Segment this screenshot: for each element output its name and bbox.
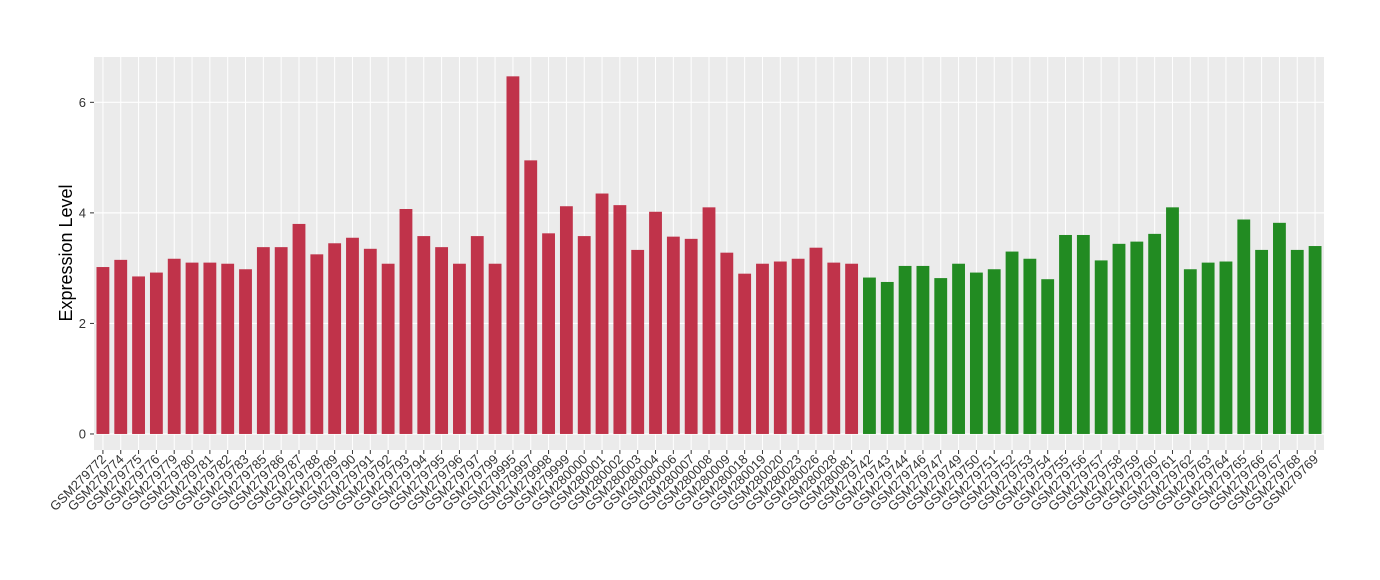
bar	[631, 249, 645, 434]
bar	[506, 76, 520, 434]
bar	[1041, 279, 1055, 434]
bar	[595, 193, 609, 434]
bar	[827, 262, 841, 434]
bar	[114, 259, 128, 434]
bar	[185, 262, 199, 434]
bar	[274, 247, 288, 434]
bar	[1094, 260, 1108, 434]
bar	[203, 262, 217, 434]
bar	[1273, 222, 1286, 434]
bar	[346, 237, 359, 434]
bar	[239, 269, 252, 434]
bar	[310, 254, 324, 434]
bar	[149, 272, 163, 434]
bar	[256, 247, 270, 434]
bar	[1308, 246, 1322, 434]
bar	[132, 276, 145, 434]
bar	[613, 205, 627, 434]
bar	[1130, 241, 1144, 434]
bar	[577, 236, 591, 434]
bar	[417, 236, 431, 434]
bar	[435, 247, 449, 434]
bar	[1201, 262, 1215, 434]
bar	[453, 263, 466, 434]
bar	[1112, 243, 1126, 434]
y-tick-label: 2	[79, 316, 86, 331]
bar	[221, 263, 235, 434]
bar	[1023, 258, 1037, 434]
bar	[756, 263, 769, 434]
bar	[738, 273, 752, 434]
bar	[880, 281, 894, 434]
bar	[952, 263, 965, 434]
bar	[328, 243, 342, 434]
bar	[702, 207, 716, 434]
bar	[1183, 269, 1197, 434]
y-axis-title: Expression Level	[56, 184, 76, 321]
bar	[1237, 219, 1251, 434]
bar	[542, 233, 555, 434]
bar	[863, 277, 876, 434]
bar	[773, 261, 787, 434]
bar	[934, 278, 948, 434]
bar	[720, 252, 734, 434]
y-tick-label: 6	[79, 95, 86, 110]
bar	[292, 223, 306, 434]
bar	[1076, 234, 1090, 434]
bar	[524, 160, 538, 434]
bar	[470, 236, 484, 434]
bar	[381, 263, 395, 434]
bar	[1290, 249, 1304, 434]
bar	[1005, 251, 1019, 434]
bar	[684, 238, 698, 434]
bar	[559, 206, 573, 434]
bar	[167, 258, 181, 434]
bar	[969, 272, 983, 434]
bar	[845, 263, 859, 434]
bar	[666, 236, 680, 434]
bar	[987, 269, 1001, 434]
bar	[649, 211, 662, 434]
bar	[1166, 207, 1179, 434]
bar	[809, 247, 823, 434]
bar	[1059, 234, 1072, 434]
bar	[488, 263, 502, 434]
bar	[916, 265, 930, 434]
bar	[1219, 261, 1233, 434]
bar	[399, 209, 413, 434]
bar	[96, 267, 110, 434]
bar	[791, 258, 805, 434]
bar	[1148, 233, 1162, 434]
y-tick-label: 4	[79, 205, 86, 220]
y-tick-label: 0	[79, 426, 86, 441]
bar	[898, 265, 912, 434]
bar	[363, 248, 377, 434]
bar	[1255, 249, 1269, 434]
